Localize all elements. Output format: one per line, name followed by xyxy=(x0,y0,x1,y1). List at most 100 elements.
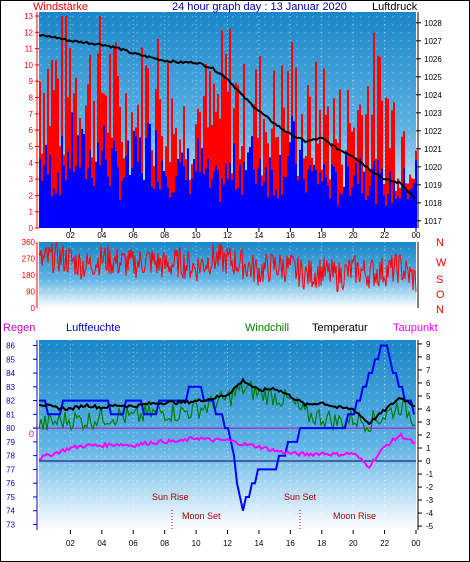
bot-xtick-label: 06 xyxy=(129,539,138,548)
wind-gust-bar xyxy=(89,55,91,228)
wind-avg-bar xyxy=(233,143,235,228)
pressure-tick-label: 1027 xyxy=(424,37,442,46)
wind-avg-bar xyxy=(209,187,211,228)
direction-tick-label: 0 xyxy=(31,304,36,313)
wind-gust-bar xyxy=(253,104,255,228)
wind-avg-bar xyxy=(39,158,41,228)
wind-avg-bar xyxy=(129,174,131,228)
wind-gust-bar xyxy=(157,38,159,229)
wind-avg-bar xyxy=(353,175,355,228)
wind-avg-bar xyxy=(63,165,65,228)
wind-gust-bar xyxy=(393,102,395,228)
wind-avg-bar xyxy=(71,112,73,228)
humidity-tick-label: 84 xyxy=(6,369,15,378)
wind-avg-bar xyxy=(163,171,165,228)
wind-gust-bar xyxy=(373,32,375,229)
wind-avg-bar xyxy=(123,177,125,228)
wind-avg-bar xyxy=(51,196,53,228)
wind-gust-bar xyxy=(211,125,213,228)
bot-xtick-label: 02 xyxy=(66,539,75,548)
humidity-tick-label: 83 xyxy=(6,383,15,392)
wind-avg-bar xyxy=(77,135,79,228)
wind-avg-bar xyxy=(139,137,141,228)
top-xtick-label: 00 xyxy=(412,231,421,240)
wind-gust-bar xyxy=(349,123,351,228)
compass-label: N xyxy=(436,304,444,316)
wind-avg-bar xyxy=(65,180,67,228)
wind-avg-bar xyxy=(325,177,327,228)
wind-avg-bar xyxy=(277,198,279,228)
wind-direction-line xyxy=(38,242,417,292)
wind-gust-bar xyxy=(391,110,393,228)
wind-avg-bar xyxy=(105,159,107,228)
wind-avg-bar xyxy=(203,174,205,228)
wind-avg-bar xyxy=(281,194,283,228)
wind-gust-bar xyxy=(73,93,75,228)
wind-gust-bar xyxy=(381,100,383,228)
wind-gust-bar xyxy=(69,48,71,228)
wind-gust-bar xyxy=(237,85,239,228)
regen-label: Regen xyxy=(3,322,35,334)
wind-avg-bar xyxy=(369,186,371,228)
wind-avg-bar xyxy=(193,159,195,228)
humidity-tick-label: 76 xyxy=(6,479,15,488)
moon-rise-label: Moon Rise xyxy=(333,511,376,521)
bot-xtick-label: 08 xyxy=(160,539,169,548)
wind-avg-bar xyxy=(211,179,213,228)
wind-gust-bar xyxy=(351,131,353,228)
top-xtick-label: 12 xyxy=(223,231,232,240)
wind-avg-bar xyxy=(165,176,167,228)
humidity-tick-label: 75 xyxy=(6,493,15,502)
wind-avg-bar xyxy=(389,171,391,228)
wind-gust-bar xyxy=(309,96,311,228)
wind-avg-bar xyxy=(351,187,353,228)
wind-gust-bar xyxy=(275,137,277,228)
direction-tick-label: 270 xyxy=(22,255,36,264)
wind-avg-bar xyxy=(177,158,179,228)
wind-avg-bar xyxy=(331,164,333,228)
wind-avg-bar xyxy=(375,204,377,228)
bot-xtick-label: 22 xyxy=(380,539,389,548)
wind-avg-bar xyxy=(391,202,393,228)
wind-avg-bar xyxy=(95,161,97,228)
wind-avg-bar xyxy=(225,163,227,228)
wind-gust-bar xyxy=(241,146,243,228)
bot-xtick-label: 18 xyxy=(317,539,326,548)
wind-avg-bar xyxy=(295,163,297,228)
wind-avg-bar xyxy=(347,166,349,228)
wind-tick-label: 6 xyxy=(29,126,34,135)
bot-xtick-label: 10 xyxy=(192,539,201,548)
pressure-tick-label: 1024 xyxy=(424,91,442,100)
wind-gust-bar xyxy=(377,55,379,228)
pressure-tick-label: 1017 xyxy=(424,217,442,226)
wind-gust-bar xyxy=(61,16,63,228)
wind-gust-bar xyxy=(221,30,223,228)
pressure-tick-label: 1019 xyxy=(424,181,442,190)
wind-gust-bar xyxy=(65,16,67,228)
wind-gust-bar xyxy=(229,28,231,229)
wind-avg-bar xyxy=(289,142,291,228)
wind-avg-bar xyxy=(109,186,111,228)
wind-avg-bar xyxy=(157,181,159,228)
wind-avg-bar xyxy=(349,195,351,228)
wind-avg-bar xyxy=(191,178,193,228)
wind-avg-bar xyxy=(117,167,119,228)
humidity-tick-label: 73 xyxy=(6,520,15,529)
wind-avg-bar xyxy=(249,147,251,228)
wind-avg-bar xyxy=(167,187,169,228)
wind-avg-bar xyxy=(215,165,217,228)
wind-avg-bar xyxy=(297,180,299,228)
pressure-axis-title: Luftdruck xyxy=(372,1,418,13)
wind-avg-bar xyxy=(243,162,245,228)
wind-avg-bar xyxy=(111,148,113,228)
humidity-tick-label: 78 xyxy=(6,452,15,461)
wind-avg-bar xyxy=(293,121,295,228)
wind-gust-bar xyxy=(259,56,261,228)
wind-avg-bar xyxy=(55,193,57,228)
pressure-tick-label: 1022 xyxy=(424,127,442,136)
wind-gust-bar xyxy=(75,77,77,228)
wind-gust-bar xyxy=(307,85,309,228)
wind-avg-bar xyxy=(91,177,93,228)
wind-tick-label: 3 xyxy=(29,175,34,184)
